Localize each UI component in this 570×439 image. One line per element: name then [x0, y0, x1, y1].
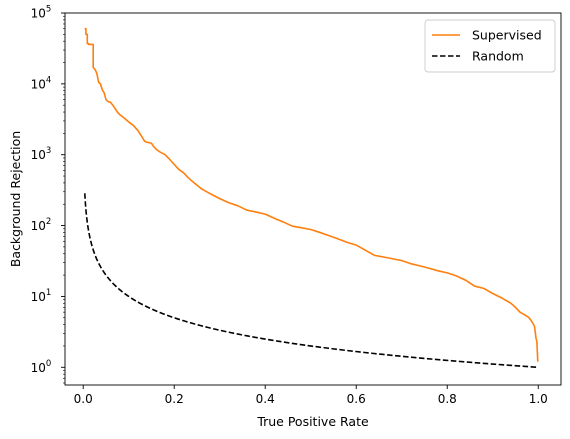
y-tick-label: 100	[31, 359, 52, 375]
y-tick-exponent: 0	[46, 359, 51, 369]
y-tick-base: 10	[31, 148, 46, 162]
series-supervised-line	[84, 27, 539, 362]
legend: Supervised Random	[424, 19, 556, 73]
x-tick-label: 0.4	[256, 392, 275, 406]
y-tick-exponent: 1	[46, 288, 51, 298]
series-random-line	[83, 193, 539, 369]
y-tick-base: 10	[31, 290, 46, 304]
y-tick-label: 101	[31, 288, 52, 304]
x-tick-label: 0.0	[74, 392, 93, 406]
y-tick-base: 10	[31, 7, 46, 21]
y-tick-label: 104	[31, 75, 52, 91]
legend-label-supervised: Supervised	[472, 28, 542, 43]
x-tick-label: 0.8	[438, 392, 457, 406]
y-tick-label: 102	[31, 217, 52, 233]
y-tick-base: 10	[31, 77, 46, 91]
x-tick-label: 0.2	[165, 392, 184, 406]
series-layer	[83, 27, 539, 369]
y-tick-exponent: 3	[46, 146, 51, 156]
y-tick-label: 103	[31, 146, 52, 162]
y-tick-label: 105	[31, 5, 52, 21]
y-tick-base: 10	[31, 219, 46, 233]
plot-frame	[64, 12, 562, 386]
plot-background	[65, 13, 561, 385]
x-tick-label: 0.6	[347, 392, 366, 406]
y-tick-exponent: 4	[46, 75, 51, 85]
y-axis-label: Background Rejection	[8, 131, 23, 267]
legend-label-random: Random	[472, 49, 524, 64]
x-tick-label: 1.0	[529, 392, 548, 406]
y-tick-exponent: 2	[46, 217, 51, 227]
y-tick-base: 10	[31, 361, 46, 375]
x-axis-label: True Positive Rate	[256, 414, 369, 429]
y-tick-exponent: 5	[46, 5, 51, 15]
x-axis-ticks: 0.0 0.2 0.4 0.6 0.8 1.0	[74, 385, 548, 406]
legend-box	[424, 19, 556, 73]
